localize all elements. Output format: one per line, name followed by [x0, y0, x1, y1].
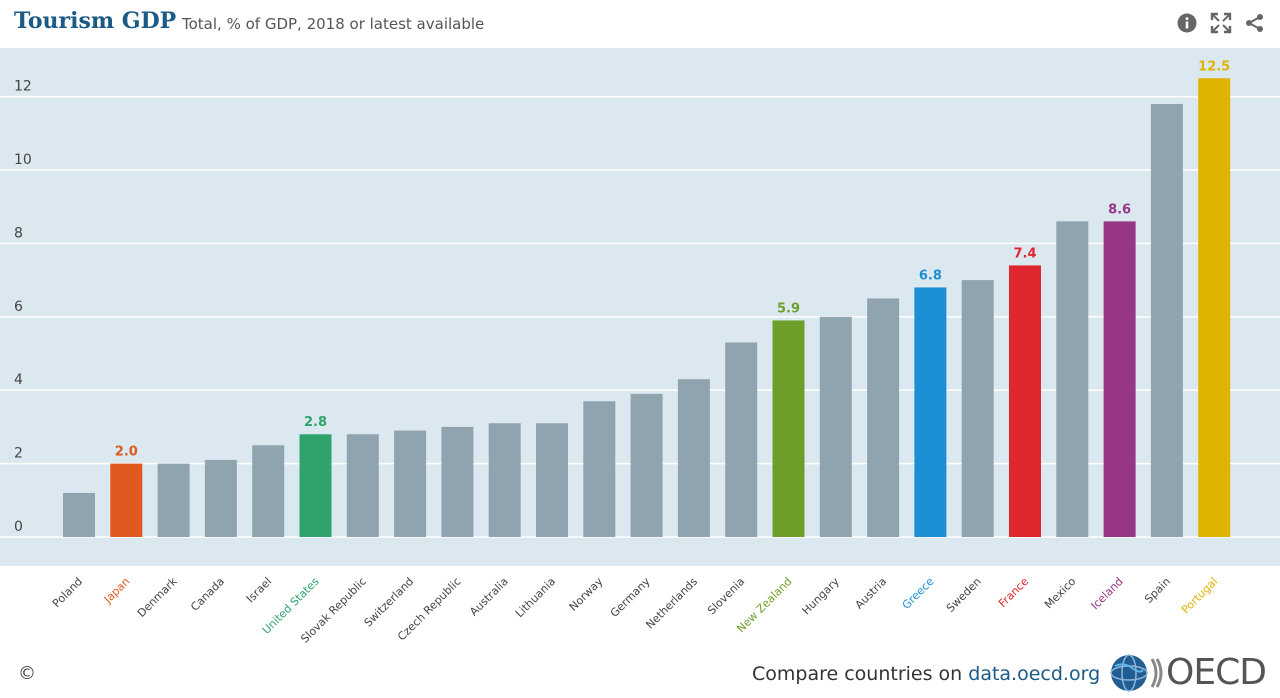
x-tick-label: Israel	[244, 575, 274, 605]
globe-icon	[1110, 653, 1148, 692]
compare-label: Compare countries on	[752, 663, 969, 685]
bar-chart: 0 2 4 6 8 10 12 2.0 2.8 5.9 6.8 7.4 8.6 12.5 Poland J…	[0, 59, 1280, 646]
chart-header: Tourism GDP Total, % of GDP, 2018 or lat…	[0, 0, 1280, 48]
y-tick-label: 4	[14, 372, 23, 388]
x-tick-label: Germany	[608, 575, 653, 620]
x-tick-label: Sweden	[944, 575, 984, 615]
bar-norway[interactable]	[583, 401, 616, 537]
bar-portugal[interactable]	[1198, 78, 1231, 537]
data-label: 5.9	[777, 301, 800, 316]
bar-poland[interactable]	[63, 492, 95, 537]
bar-germany[interactable]	[630, 393, 663, 537]
x-tick-label: Spain	[1142, 575, 1173, 606]
x-tick-label: Australia	[467, 575, 511, 619]
y-tick-label: 10	[14, 152, 32, 168]
data-label: 7.4	[1013, 246, 1036, 261]
bar-denmark[interactable]	[157, 463, 190, 537]
bar-new-zealand[interactable]	[772, 320, 805, 537]
bar-mexico[interactable]	[1056, 221, 1089, 537]
data-label: 6.8	[919, 268, 942, 283]
bar-lithuania[interactable]	[536, 423, 568, 537]
data-label: 12.5	[1198, 59, 1230, 74]
x-tick-label: Denmark	[135, 574, 180, 619]
data-label: 2.8	[304, 415, 327, 430]
bar-switzerland[interactable]	[394, 430, 427, 537]
bar-france[interactable]	[1009, 265, 1041, 537]
chart-title: Tourism GDP	[14, 8, 177, 34]
oecd-logo-text: OECD	[1166, 652, 1267, 693]
bar-spain[interactable]	[1150, 103, 1183, 537]
oecd-arcs-icon	[1150, 657, 1163, 688]
bar-canada[interactable]	[204, 459, 237, 537]
copyright-icon[interactable]: ©	[18, 663, 36, 684]
x-tick-label: Portugal	[1179, 575, 1220, 616]
share-icon[interactable]	[1244, 12, 1266, 34]
x-tick-label: Lithuania	[513, 575, 558, 620]
x-tick-label: Norway	[567, 575, 606, 614]
bars	[63, 78, 1231, 537]
bar-czech-republic[interactable]	[441, 426, 474, 537]
y-tick-label: 2	[14, 446, 23, 462]
y-tick-label: 0	[14, 519, 23, 535]
x-tick-label: Japan	[101, 575, 133, 607]
data-labels: 2.0 2.8 5.9 6.8 7.4 8.6 12.5	[115, 59, 1230, 459]
bar-united-states[interactable]	[299, 434, 332, 537]
y-tick-label: 6	[14, 299, 23, 315]
bar-sweden[interactable]	[961, 280, 994, 537]
oecd-data-link[interactable]: data.oecd.org	[968, 663, 1101, 685]
oecd-logo[interactable]: OECD	[1110, 652, 1267, 693]
bar-australia[interactable]	[488, 423, 521, 537]
bar-iceland[interactable]	[1103, 221, 1136, 537]
bar-slovak-republic[interactable]	[346, 434, 379, 537]
x-tick-label: Netherlands	[643, 575, 700, 632]
x-tick-label: Austria	[853, 575, 890, 612]
x-tick-label: Iceland	[1088, 575, 1125, 612]
x-tick-label: Greece	[900, 575, 937, 612]
y-tick-label: 8	[14, 225, 23, 241]
bar-netherlands[interactable]	[677, 379, 710, 537]
fullscreen-icon[interactable]	[1210, 12, 1232, 34]
bar-israel[interactable]	[252, 445, 285, 537]
bar-austria[interactable]	[867, 298, 900, 537]
y-tick-label: 12	[14, 79, 32, 95]
x-tick-label: Canada	[188, 575, 227, 614]
y-axis-ticks: 0 2 4 6 8 10 12	[14, 79, 32, 535]
bar-hungary[interactable]	[819, 316, 852, 537]
data-label: 8.6	[1108, 202, 1131, 217]
x-tick-label: Poland	[50, 575, 85, 610]
compare-countries-text: Compare countries on data.oecd.org	[752, 663, 1100, 685]
info-icon[interactable]	[1176, 12, 1198, 34]
bar-greece[interactable]	[914, 287, 947, 537]
bar-slovenia[interactable]	[725, 342, 758, 537]
x-tick-label: Hungary	[800, 575, 843, 618]
chart-toolbar	[1176, 12, 1266, 34]
x-tick-label: Slovenia	[705, 575, 747, 617]
data-label: 2.0	[115, 445, 138, 460]
x-tick-label: Mexico	[1042, 575, 1079, 612]
chart-subtitle: Total, % of GDP, 2018 or latest availabl…	[182, 15, 485, 33]
bar-japan[interactable]	[110, 463, 143, 537]
x-tick-label: France	[996, 575, 1031, 610]
